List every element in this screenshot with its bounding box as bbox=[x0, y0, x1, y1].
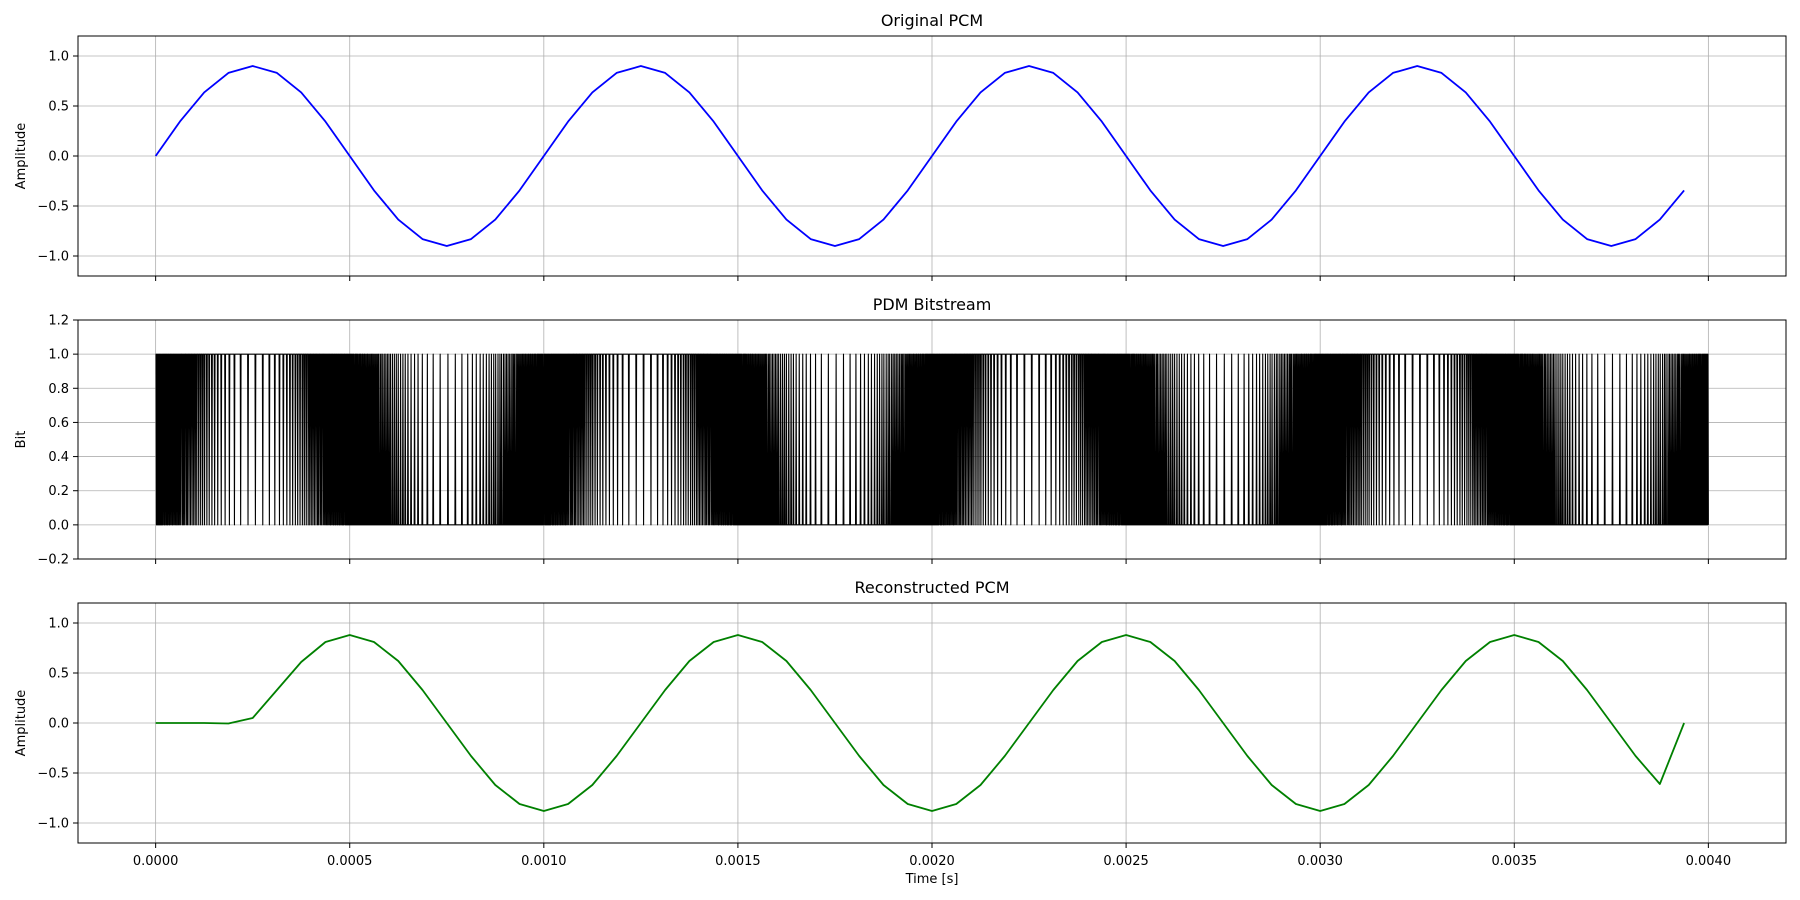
panel-original-pcm: Original PCM Amplitude −1.0 −0.5 0.0 0.5 1.0 bbox=[14, 11, 1787, 281]
y-tick-label: 0.8 bbox=[48, 382, 69, 397]
x-tick-label: 0.0035 bbox=[1492, 854, 1538, 869]
x-axis-label: Time [s] bbox=[905, 872, 959, 887]
y-tick-label: 0.0 bbox=[48, 717, 69, 732]
x-tick-label: 0.0015 bbox=[715, 854, 761, 869]
panel-reconstructed-pcm: Reconstructed PCM Amplitude Time [s] −1.… bbox=[14, 578, 1787, 887]
y-tick-label: 0.4 bbox=[48, 450, 69, 465]
x-tick-label: 0.0000 bbox=[133, 854, 179, 869]
chart-title: PDM Bitstream bbox=[873, 295, 992, 314]
y-tick-label: 0.5 bbox=[48, 667, 69, 682]
x-tick-label: 0.0005 bbox=[327, 854, 373, 869]
y-tick-label: −0.2 bbox=[37, 553, 69, 568]
chart-title: Reconstructed PCM bbox=[854, 578, 1009, 597]
y-tick-label: 0.0 bbox=[48, 150, 69, 165]
series-line bbox=[154, 65, 1685, 247]
y-tick-label: 1.0 bbox=[48, 617, 69, 632]
series-line bbox=[155, 634, 1685, 812]
x-tick-label: 0.0030 bbox=[1297, 854, 1343, 869]
y-tick-label: 0.5 bbox=[48, 100, 69, 115]
x-tick-label: 0.0040 bbox=[1686, 854, 1732, 869]
y-tick-label: 1.0 bbox=[48, 348, 69, 363]
x-tick-label: 0.0020 bbox=[909, 854, 955, 869]
chart-title: Original PCM bbox=[881, 11, 983, 30]
y-tick-label: 1.0 bbox=[48, 50, 69, 65]
y-tick-label: −1.0 bbox=[37, 250, 69, 265]
y-tick-label: 0.0 bbox=[48, 518, 69, 533]
y-tick-label: 0.6 bbox=[48, 416, 69, 431]
y-axis-label: Amplitude bbox=[14, 690, 29, 757]
y-tick-label: −0.5 bbox=[37, 200, 69, 215]
y-tick-label: −1.0 bbox=[37, 817, 69, 832]
y-axis-label: Amplitude bbox=[14, 123, 29, 190]
y-axis-label: Bit bbox=[14, 431, 29, 449]
y-tick-label: 1.2 bbox=[48, 314, 69, 329]
panel-pdm-bitstream: PDM Bitstream Bit −0.2 0.0 0.2 0.4 0.6 0.8 1.0… bbox=[14, 295, 1787, 568]
x-tick-label: 0.0010 bbox=[521, 854, 567, 869]
bitstream-line bbox=[155, 353, 1709, 526]
y-tick-label: −0.5 bbox=[37, 767, 69, 782]
y-tick-label: 0.2 bbox=[48, 484, 69, 499]
x-tick-label: 0.0025 bbox=[1103, 854, 1149, 869]
